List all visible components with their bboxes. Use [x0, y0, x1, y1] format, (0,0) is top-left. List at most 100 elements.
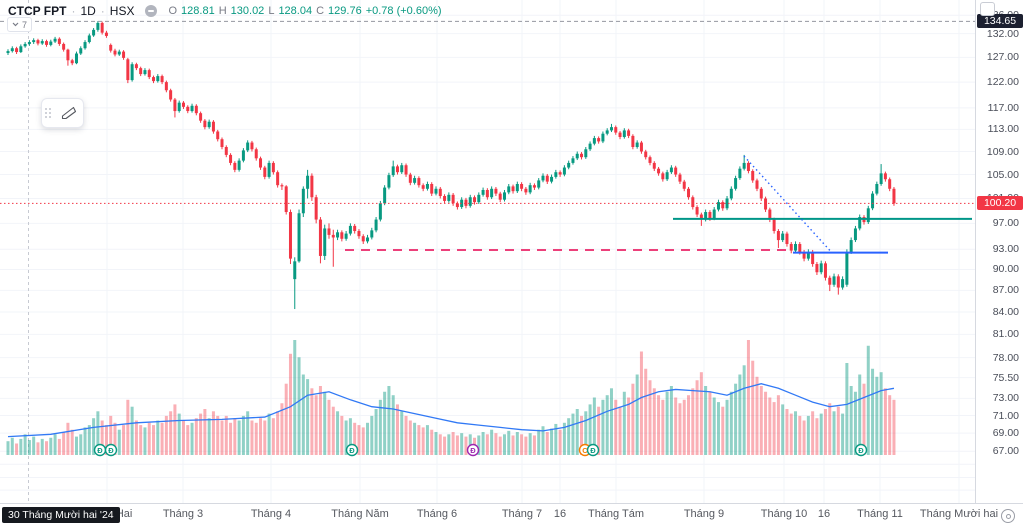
- candle-body: [815, 264, 819, 273]
- volume-bar: [785, 409, 789, 455]
- volume-bar: [888, 395, 892, 455]
- candle-body: [32, 40, 36, 43]
- volume-bar: [74, 436, 78, 455]
- volume-bar: [241, 415, 245, 455]
- drag-handle-icon[interactable]: [42, 108, 54, 118]
- price-axis[interactable]: 136.00132.00127.00122.00117.00113.00109.…: [975, 0, 1023, 503]
- price-tick-label: 75.50: [992, 371, 1019, 384]
- candle-body: [117, 51, 121, 55]
- candle-body: [122, 51, 126, 58]
- volume-bar: [62, 432, 66, 455]
- volume-bar: [759, 386, 763, 455]
- candle-body: [828, 277, 832, 285]
- floating-drawing-toolbar[interactable]: [41, 98, 84, 128]
- candle-body: [246, 142, 250, 151]
- indicators-collapse-button[interactable]: 7: [7, 17, 33, 32]
- marker-tool-button[interactable]: [54, 106, 83, 120]
- candle-body: [177, 102, 181, 112]
- candle-body: [460, 199, 464, 208]
- volume-bar: [618, 406, 622, 455]
- time-tick-label[interactable]: Tháng 7: [501, 508, 543, 520]
- volume-bar: [404, 415, 408, 455]
- candle-body: [194, 105, 198, 114]
- time-tick-label[interactable]: Tháng Mười hai: [919, 508, 999, 520]
- candle-body: [408, 174, 412, 183]
- ohlc-readout: O 128.81 H 130.02 L 128.04 C 129.76 +0.78 (+…: [168, 5, 441, 17]
- candle-body: [781, 233, 785, 241]
- volume-bar: [592, 397, 596, 455]
- time-tick-label[interactable]: Tháng Năm: [331, 508, 389, 520]
- candle-body: [789, 244, 793, 251]
- event-marker-letter: Đ: [97, 446, 103, 455]
- candle-body: [832, 276, 836, 285]
- candle-body: [755, 180, 759, 189]
- time-settings-icon[interactable]: [1001, 509, 1015, 523]
- event-marker-badge[interactable]: [345, 443, 359, 457]
- exchange-label[interactable]: HSX: [109, 4, 135, 18]
- time-tick-label[interactable]: Tháng 9: [683, 508, 725, 520]
- event-marker-badge[interactable]: [586, 443, 600, 457]
- price-tick-label: 81.00: [992, 328, 1019, 341]
- candle-body: [353, 225, 357, 232]
- volume-bar: [699, 372, 703, 455]
- volume-bar: [53, 434, 57, 455]
- candle-body: [704, 212, 708, 220]
- time-tick-label[interactable]: 16: [553, 508, 567, 520]
- volume-bar: [755, 376, 759, 455]
- volume-bar: [635, 374, 639, 455]
- time-tick-label[interactable]: Tháng Tám: [587, 508, 645, 520]
- candle-body: [96, 22, 100, 30]
- candle-body: [665, 172, 669, 180]
- price-tick-label: 117.00: [987, 101, 1019, 114]
- volume-bar: [528, 433, 532, 455]
- high-value: 130.02: [230, 5, 265, 17]
- volume-bar: [541, 426, 545, 455]
- event-marker-letter: Đ: [470, 446, 476, 455]
- volume-bar: [862, 383, 866, 455]
- volume-bar: [455, 435, 459, 455]
- time-tick-label[interactable]: Tháng 10: [760, 508, 808, 520]
- volume-bar: [674, 397, 678, 455]
- volume-bar: [143, 427, 147, 455]
- volume-bar: [451, 432, 455, 455]
- first-bar-date-badge: 30 Tháng Mười hai '24: [2, 507, 120, 523]
- symbol-name[interactable]: CTCP FPT: [8, 4, 67, 18]
- volume-bar: [126, 399, 130, 455]
- candle-body: [323, 228, 327, 256]
- candle-body: [571, 158, 575, 163]
- event-marker-badge[interactable]: [466, 443, 480, 457]
- time-tick-label[interactable]: Tháng 6: [416, 508, 458, 520]
- candle-body: [562, 167, 566, 175]
- volume-bar: [100, 420, 104, 455]
- collapsed-count: 7: [22, 19, 28, 30]
- candle-body: [100, 22, 104, 33]
- volume-bar: [515, 432, 519, 455]
- volume-bar: [836, 406, 840, 455]
- volume-bar: [691, 388, 695, 455]
- time-tick-label[interactable]: Tháng 11: [857, 508, 903, 520]
- candle-body: [507, 186, 511, 193]
- time-tick-label[interactable]: Tháng 3: [162, 508, 204, 520]
- time-tick-label[interactable]: Tháng 4: [250, 508, 292, 520]
- time-tick-label[interactable]: 16: [817, 508, 831, 520]
- timeframe-label[interactable]: 1D: [80, 4, 96, 18]
- candle-body: [383, 187, 387, 204]
- candle-body: [280, 185, 284, 187]
- price-tick-label: 132.00: [986, 27, 1019, 40]
- event-marker-badge[interactable]: [854, 443, 868, 457]
- volume-bar: [130, 406, 134, 455]
- maximize-pane-icon[interactable]: [980, 2, 995, 16]
- volume-bar: [520, 434, 524, 455]
- volume-bar: [511, 435, 515, 455]
- volume-bar: [537, 429, 541, 455]
- candle-body: [455, 203, 459, 208]
- event-marker-badge[interactable]: [104, 443, 118, 457]
- candle-body: [190, 105, 194, 112]
- trendline-drawing[interactable]: [743, 155, 831, 252]
- volume-bar: [669, 386, 673, 455]
- volume-bar: [314, 395, 318, 455]
- volume-bar: [353, 422, 357, 455]
- volume-bar: [117, 429, 121, 455]
